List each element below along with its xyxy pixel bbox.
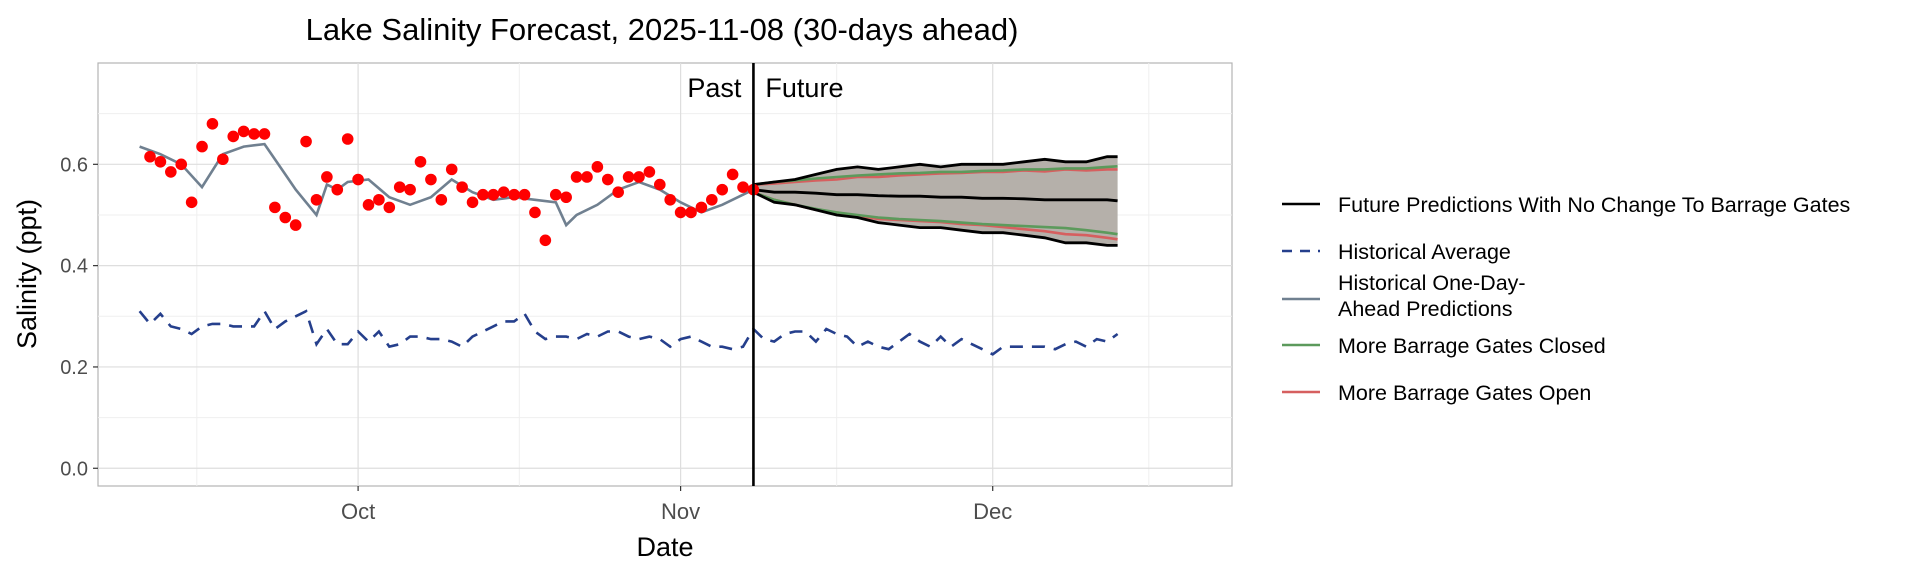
observed-point — [664, 193, 677, 206]
future-upper-line — [753, 155, 1118, 186]
observed-point — [217, 153, 229, 166]
observed-point — [300, 135, 312, 148]
observed-point — [352, 173, 364, 186]
grid-major — [98, 63, 1232, 486]
x-tick-label: Oct — [341, 499, 375, 524]
y-tick-label: 0.0 — [60, 458, 88, 480]
gates-closed-upper-line — [753, 165, 1118, 186]
observed-point — [310, 193, 323, 206]
observed-point — [706, 193, 718, 206]
x-axis-label: Date — [636, 532, 693, 562]
legend-label: More Barrage Gates Closed — [1338, 334, 1606, 358]
observed-point — [341, 133, 354, 145]
legend-label: Future Predictions With No Change To Bar… — [1338, 193, 1850, 217]
observed-point — [154, 155, 167, 168]
observed-point — [685, 206, 697, 219]
observed-point — [581, 171, 593, 183]
observed-point — [185, 196, 198, 209]
observed-point — [414, 155, 427, 168]
observed-point — [622, 171, 635, 183]
chart-title: Lake Salinity Forecast, 2025-11-08 (30-d… — [306, 12, 1019, 47]
observed-point — [289, 219, 302, 231]
observed-point — [633, 171, 645, 183]
observed-point — [508, 188, 520, 201]
observed-point — [466, 196, 479, 209]
legend-item-gates-closed: More Barrage Gates Closed — [1282, 334, 1606, 358]
legend-item-future: Future Predictions With No Change To Bar… — [1282, 193, 1850, 217]
observed-point — [175, 158, 188, 171]
observed-point — [497, 186, 510, 198]
x-tick-label: Nov — [661, 499, 700, 524]
future-median-line — [753, 188, 1118, 203]
legend-item-one-day-ahead: Historical One-Day-Ahead Predictions — [1282, 271, 1526, 321]
legend-label: Ahead Predictions — [1338, 297, 1513, 321]
observed-point — [383, 201, 396, 214]
series-layer — [138, 117, 1119, 356]
observed-point — [591, 161, 604, 173]
plot-panel — [97, 62, 1233, 487]
y-axis-label: Salinity (ppt) — [12, 199, 42, 349]
legend-item-gates-open: More Barrage Gates Open — [1282, 381, 1591, 405]
observed-point — [570, 171, 583, 183]
observed-point — [144, 150, 156, 163]
observed-point — [487, 188, 500, 201]
observed-point — [227, 130, 240, 143]
observed-point — [445, 163, 458, 176]
observed-point — [477, 188, 489, 201]
observed-point — [549, 188, 562, 201]
observed-point — [362, 199, 375, 211]
observed-point — [435, 193, 448, 206]
observed-point — [653, 178, 666, 191]
observed-point — [539, 234, 552, 247]
past-future-divider: Past Future — [687, 63, 843, 486]
y-tick-label: 0.2 — [60, 357, 88, 379]
observed-point — [321, 171, 333, 183]
legend-label: Historical One-Day- — [1338, 271, 1526, 295]
legend-item-historical-average: Historical Average — [1282, 240, 1511, 264]
observed-point — [601, 173, 614, 186]
observed-point — [674, 206, 687, 219]
observed-point — [165, 166, 177, 178]
observed-point — [737, 181, 749, 193]
observed-point — [269, 201, 281, 214]
observed-point — [206, 117, 219, 130]
observed-point — [518, 188, 531, 201]
legend-label: More Barrage Gates Open — [1338, 381, 1591, 405]
observed-point — [456, 181, 468, 193]
observed-point — [529, 206, 541, 219]
past-label: Past — [687, 73, 742, 103]
observed-point — [258, 128, 271, 140]
y-axis-ticks: 0.0 0.2 0.4 0.6 — [60, 154, 98, 480]
observed-point — [196, 140, 208, 153]
observed-point — [279, 211, 292, 224]
observed-point — [726, 168, 739, 181]
observed-point — [612, 186, 624, 198]
observed-point — [393, 181, 406, 193]
future-lower-line — [752, 190, 1118, 247]
observed-point — [425, 173, 437, 186]
observed-point — [248, 128, 260, 140]
legend: Future Predictions With No Change To Bar… — [1282, 193, 1850, 405]
x-axis-ticks: Oct Nov Dec — [341, 486, 1012, 524]
y-tick-label: 0.4 — [60, 256, 88, 278]
observed-point — [643, 166, 656, 178]
x-tick-label: Dec — [973, 499, 1012, 524]
historical-average-line — [138, 308, 1119, 356]
one-day-ahead-line — [139, 142, 754, 228]
observed-point — [560, 191, 572, 204]
observed-point — [716, 183, 729, 196]
future-label: Future — [765, 73, 843, 103]
observed-point — [373, 193, 385, 206]
observed-point — [695, 201, 708, 214]
legend-label: Historical Average — [1338, 240, 1511, 264]
observed-point — [331, 183, 344, 196]
y-tick-label: 0.6 — [60, 154, 88, 176]
observed-point — [404, 183, 416, 196]
observed-point — [237, 125, 250, 138]
